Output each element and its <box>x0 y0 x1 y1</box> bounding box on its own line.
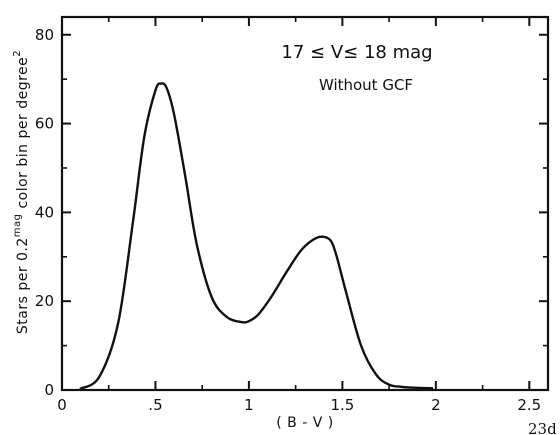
x-axis-title: ( B - V ) <box>276 415 333 431</box>
x-tick-label: 1.5 <box>330 396 354 414</box>
y-tick-label: 0 <box>44 381 54 399</box>
series-layer <box>79 82 434 390</box>
annotation-magnitude: 17 ≤ V≤ 18 mag <box>281 42 432 63</box>
annotation-without-gcf: Without GCF <box>319 76 413 94</box>
x-tick-label: 2 <box>431 396 441 414</box>
y-axis-title: Stars per 0.2mag color bin per degree2 <box>12 50 31 334</box>
y-tick-label: 20 <box>35 292 54 310</box>
y-ticks: 0 20 40 60 80 <box>35 26 548 399</box>
y-tick-label: 40 <box>35 203 54 221</box>
page-mark: 23d <box>528 420 557 435</box>
x-tick-label: .5 <box>148 396 162 414</box>
y-tick-label: 80 <box>35 26 54 44</box>
x-ticks: 0 .5 1 1.5 2 2.5 <box>57 17 541 414</box>
x-tick-label: 2.5 <box>517 396 541 414</box>
color-distribution-curve <box>79 82 434 390</box>
y-tick-label: 60 <box>35 115 54 133</box>
x-tick-label: 1 <box>244 396 254 414</box>
x-tick-label: 0 <box>57 396 67 414</box>
axes <box>60 15 550 392</box>
plot-frame <box>60 15 550 392</box>
